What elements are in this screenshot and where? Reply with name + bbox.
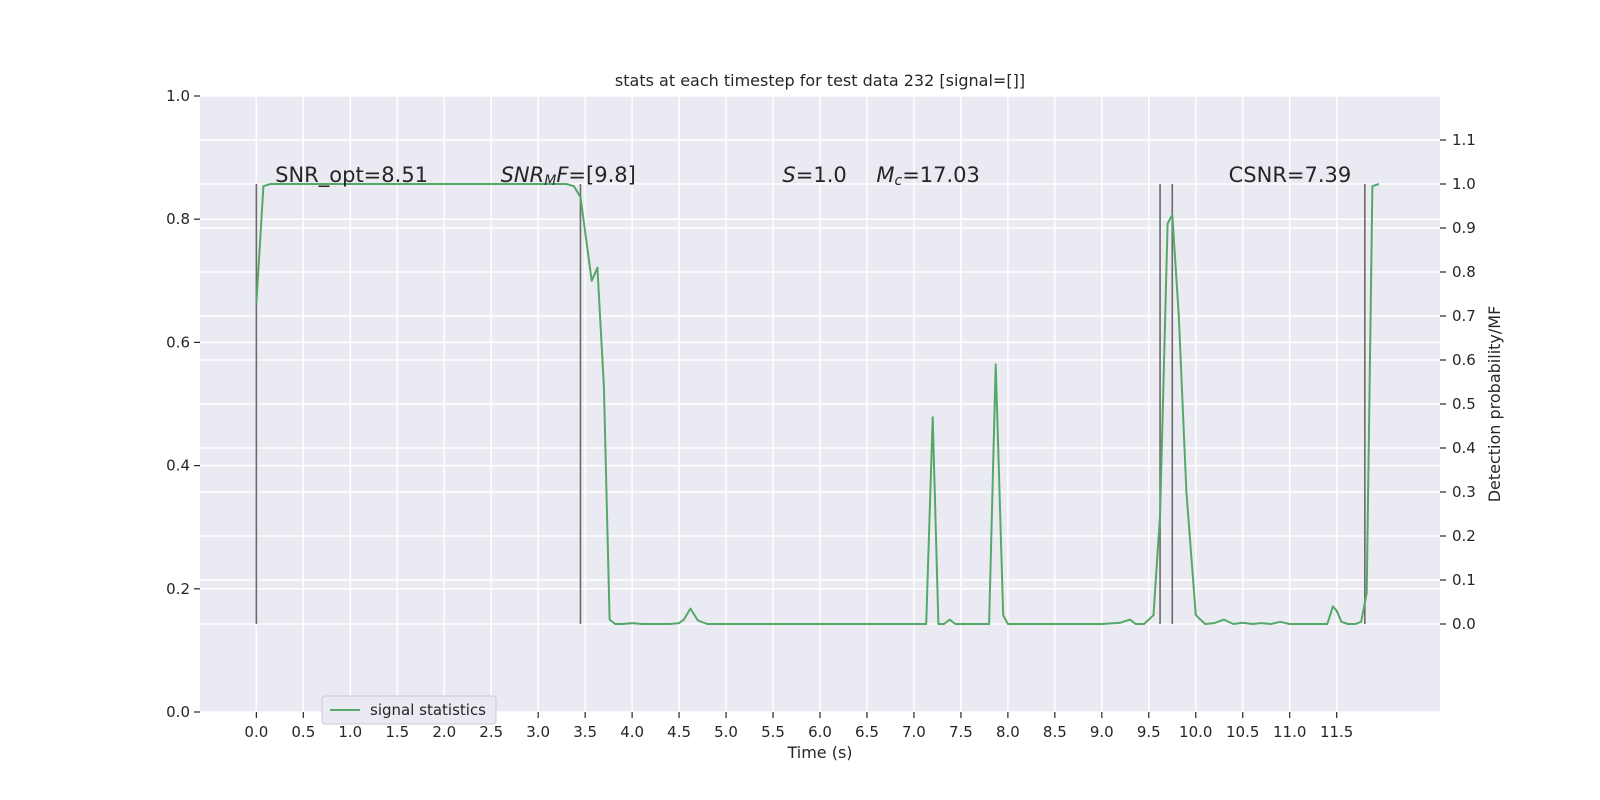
y-right-tick-label: 0.5 — [1452, 395, 1476, 413]
y-left-axis-ticks: 0.0 0.2 0.4 0.6 0.8 1.0 — [166, 87, 200, 721]
x-tick-label: 0.5 — [291, 723, 315, 741]
x-tick-label: 8.0 — [996, 723, 1020, 741]
x-tick-label: 2.0 — [432, 723, 456, 741]
legend-label: signal statistics — [370, 701, 486, 719]
x-tick-label: 7.0 — [902, 723, 926, 741]
x-tick-label: 1.0 — [338, 723, 362, 741]
x-tick-label: 4.0 — [620, 723, 644, 741]
series-line — [255, 183, 1380, 625]
x-tick-label: 9.0 — [1090, 723, 1114, 741]
x-tick-label: 9.5 — [1137, 723, 1161, 741]
annotation: SNRMF=[9.8] — [501, 163, 636, 189]
y-right-tick-label: 0.7 — [1452, 307, 1476, 325]
y-right-tick-label: 1.1 — [1452, 131, 1476, 149]
y-right-tick-label: 0.2 — [1452, 527, 1476, 545]
y-right-tick-label: 0.8 — [1452, 263, 1476, 281]
chart-title: stats at each timestep for test data 232… — [615, 71, 1025, 90]
x-tick-label: 1.5 — [385, 723, 409, 741]
y-right-axis-label: Detection probability/MF — [1485, 306, 1504, 503]
annotation: Mc=17.03 — [876, 163, 980, 189]
x-tick-label: 8.5 — [1043, 723, 1067, 741]
y-right-tick-label: 0.4 — [1452, 439, 1476, 457]
y-right-tick-label: 0.3 — [1452, 483, 1476, 501]
annotation: CSNR=7.39 — [1229, 163, 1352, 187]
y-left-tick-label: 0.0 — [166, 703, 190, 721]
y-right-tick-label: 0.1 — [1452, 571, 1476, 589]
y-right-tick-label: 0.6 — [1452, 351, 1476, 369]
x-tick-label: 10.5 — [1226, 723, 1259, 741]
x-tick-label: 3.0 — [526, 723, 550, 741]
y-right-axis-ticks: 0.0 0.1 0.2 0.3 0.4 0.5 0.6 0.7 0.8 0.9 1.0 1.1 — [1440, 131, 1476, 633]
x-tick-label: 5.0 — [714, 723, 738, 741]
y-left-tick-label: 0.8 — [166, 210, 190, 228]
y-left-tick-label: 0.4 — [166, 457, 190, 475]
x-tick-label: 4.5 — [667, 723, 691, 741]
x-tick-label: 5.5 — [761, 723, 785, 741]
x-axis-ticks: 0.0 0.5 1.0 1.5 2.0 2.5 3.0 3.5 4.0 4.5 5.0 5.5 6.0 6… — [244, 712, 1353, 741]
series-lines — [255, 183, 1380, 625]
x-tick-label: 2.5 — [479, 723, 503, 741]
x-tick-label: 6.0 — [808, 723, 832, 741]
y-right-tick-label: 0.9 — [1452, 219, 1476, 237]
x-tick-label: 11.0 — [1273, 723, 1306, 741]
annotation: S=1.0 — [782, 163, 846, 187]
x-axis-label: Time (s) — [786, 743, 852, 762]
x-tick-label: 10.0 — [1179, 723, 1212, 741]
y-left-tick-label: 0.6 — [166, 333, 190, 351]
y-left-tick-label: 1.0 — [166, 87, 190, 105]
legend-box — [321, 695, 497, 725]
y-right-tick-label: 1.0 — [1452, 175, 1476, 193]
y-right-tick-label: 0.0 — [1452, 615, 1476, 633]
annotation: SNR_opt=8.51 — [275, 163, 428, 188]
x-tick-label: 7.5 — [949, 723, 973, 741]
x-tick-label: 11.5 — [1320, 723, 1353, 741]
y-left-tick-label: 0.2 — [166, 580, 190, 598]
x-tick-label: 6.5 — [855, 723, 879, 741]
x-tick-label: 3.5 — [573, 723, 597, 741]
vertical-lines — [255, 184, 1366, 624]
legend: signal statistics — [321, 695, 497, 725]
x-tick-label: 0.0 — [244, 723, 268, 741]
annotations: SNR_opt=8.51 SNRMF=[9.8] S=1.0 Mc=17.03 CSNR… — [275, 163, 1351, 189]
grid-lines — [200, 95, 1440, 713]
